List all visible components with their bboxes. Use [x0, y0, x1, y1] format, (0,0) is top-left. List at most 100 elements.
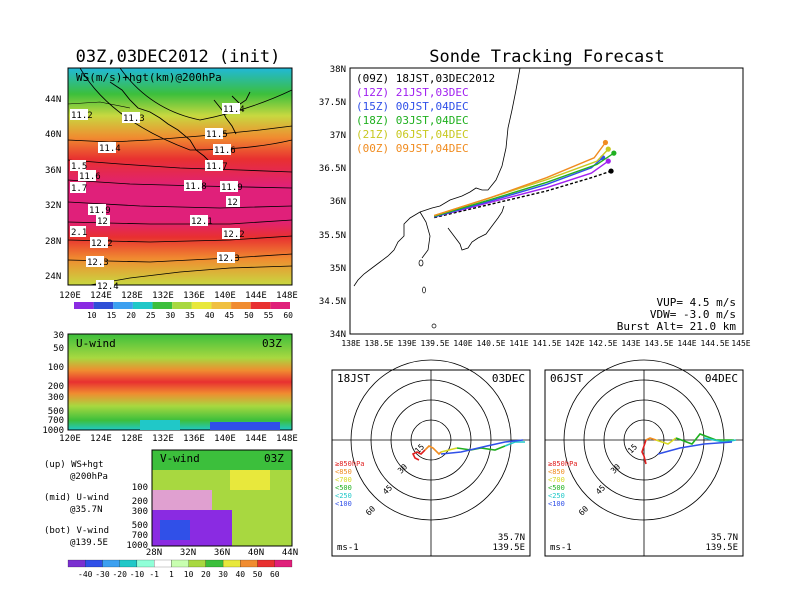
svg-text:132E: 132E: [152, 434, 174, 444]
svg-text:(bot) V-wind: (bot) V-wind: [44, 526, 109, 536]
hodograph-trace: [675, 433, 734, 445]
svg-text:24N: 24N: [45, 272, 61, 282]
ws-colorbar-swatch: [113, 302, 133, 309]
hodograph-level-label: <850: [548, 468, 565, 476]
svg-text:12.2: 12.2: [91, 239, 113, 249]
svg-text:136E: 136E: [183, 434, 205, 444]
ws-lat-ticks: 44N 40N 36N 32N 28N 24N: [45, 95, 61, 282]
hodograph-ring: [390, 399, 472, 481]
ws-colorbar-tick: 10: [87, 311, 97, 320]
vwind-colorbar-tick: 10: [184, 570, 194, 579]
svg-text:145E: 145E: [731, 339, 750, 348]
svg-text:11.9: 11.9: [221, 183, 243, 193]
vwind-colorbar-tick: -20: [112, 570, 127, 579]
svg-text:(12Z) 21JST,03DEC: (12Z) 21JST,03DEC: [356, 86, 469, 99]
ws-contour-labels: 11.2 11.3 11.4 11.4 11.5 11.6 11.7 11.8 …: [70, 103, 245, 292]
svg-text:@200hPa: @200hPa: [70, 472, 108, 482]
svg-text:VUP= 4.5 m/s: VUP= 4.5 m/s: [657, 296, 736, 309]
ws-colorbar-swatch: [93, 302, 114, 309]
svg-text:11.5: 11.5: [206, 130, 228, 140]
svg-text:136E: 136E: [183, 291, 205, 301]
svg-text:11.9: 11.9: [89, 206, 111, 216]
svg-text:139.5E: 139.5E: [421, 339, 450, 348]
hodograph-ring: [623, 419, 665, 461]
svg-text:148E: 148E: [276, 291, 298, 301]
svg-text:1000: 1000: [42, 426, 64, 436]
vwind-colorbar-tick: 60: [270, 570, 280, 579]
svg-text:12: 12: [227, 198, 238, 208]
svg-text:140.5E: 140.5E: [477, 339, 506, 348]
svg-text:12.1: 12.1: [191, 217, 213, 227]
legend-notes: (up) WS+hgt @200hPa (mid) U-wind @35.7N …: [44, 460, 109, 548]
svg-text:44N: 44N: [45, 95, 61, 105]
svg-text:138.5E: 138.5E: [365, 339, 394, 348]
track-legend: (09Z) 18JST,03DEC2012 (12Z) 21JST,03DEC …: [356, 72, 495, 155]
svg-text:(00Z) 09JST,04DEC: (00Z) 09JST,04DEC: [356, 142, 469, 155]
hodograph-trace: [440, 439, 524, 455]
svg-text:@139.5E: @139.5E: [70, 538, 108, 548]
svg-text:32N: 32N: [180, 548, 196, 558]
vwind-colorbar-tick: 50: [253, 570, 263, 579]
svg-text:1.5: 1.5: [71, 162, 87, 172]
hodograph-time: 06JST: [550, 372, 583, 385]
svg-text:44N: 44N: [282, 548, 298, 558]
hodograph-trace: [504, 441, 525, 447]
vwind-colorbar-swatch: [274, 559, 293, 568]
vwind-colorbar-swatch: [240, 559, 258, 568]
hodograph-level-label: <700: [335, 476, 352, 484]
svg-text:500: 500: [132, 521, 148, 531]
vwind-time: 03Z: [264, 452, 284, 465]
svg-text:36N: 36N: [214, 548, 230, 558]
burst-point: [602, 139, 609, 146]
hodograph-lat: 35.7N: [498, 533, 525, 543]
ws-map: [67, 67, 293, 286]
svg-text:124E: 124E: [90, 434, 112, 444]
ws-colorbar-tick: 60: [283, 311, 293, 320]
ws-lon-ticks: 120E 124E 128E 132E 136E 140E 144E 148E: [59, 291, 298, 301]
ws-colorbar-tick: 40: [205, 311, 215, 320]
svg-text:11.6: 11.6: [214, 146, 236, 156]
hodograph-trace: [645, 437, 657, 441]
track-line: [434, 152, 615, 217]
vwind-colorbar-swatch: [257, 559, 275, 568]
hodograph-time: 18JST: [337, 372, 370, 385]
uwind-panel: [67, 333, 293, 431]
svg-text:11.7: 11.7: [206, 162, 228, 172]
burst-point: [605, 146, 611, 152]
svg-text:140E: 140E: [214, 434, 236, 444]
vwind-colorbar-tick: -30: [95, 570, 110, 579]
track-line: [434, 170, 612, 219]
svg-text:11.2: 11.2: [71, 111, 93, 121]
hodograph-date: 03DEC: [492, 372, 525, 385]
hodograph-level-label: <500: [548, 484, 565, 492]
hodograph-level-label: <500: [335, 484, 352, 492]
track-line: [433, 142, 607, 217]
svg-text:500: 500: [48, 407, 64, 417]
ws-colorbar-tick: 20: [126, 311, 136, 320]
svg-text:144E: 144E: [245, 434, 267, 444]
vwind-colorbar-swatch: [67, 559, 86, 568]
svg-text:200: 200: [48, 382, 64, 392]
svg-text:120E: 120E: [59, 291, 81, 301]
ws-colorbar-tick: 35: [185, 311, 195, 320]
svg-text:34N: 34N: [330, 330, 346, 340]
vwind-panel: [151, 449, 293, 547]
hodograph-level-label: ≥850hPa: [548, 460, 578, 468]
vwind-x-ticks: 28N 32N 36N 40N 44N: [146, 548, 298, 558]
svg-text:1.7: 1.7: [71, 184, 87, 194]
svg-text:12.3: 12.3: [218, 254, 240, 264]
svg-text:35N: 35N: [330, 264, 346, 274]
uwind-y-ticks: 30 50 100 200 300 500 700 1000: [42, 331, 64, 436]
hodograph-ring: [603, 399, 685, 481]
svg-text:40N: 40N: [248, 548, 264, 558]
svg-text:36N: 36N: [330, 197, 346, 207]
svg-text:Burst Alt= 21.0 km: Burst Alt= 21.0 km: [617, 320, 737, 333]
hodograph-ring: [410, 419, 452, 461]
svg-text:@35.7N: @35.7N: [70, 505, 103, 515]
svg-text:140E: 140E: [453, 339, 472, 348]
svg-text:40N: 40N: [45, 130, 61, 140]
svg-text:144E: 144E: [677, 339, 696, 348]
svg-text:1000: 1000: [126, 541, 148, 551]
